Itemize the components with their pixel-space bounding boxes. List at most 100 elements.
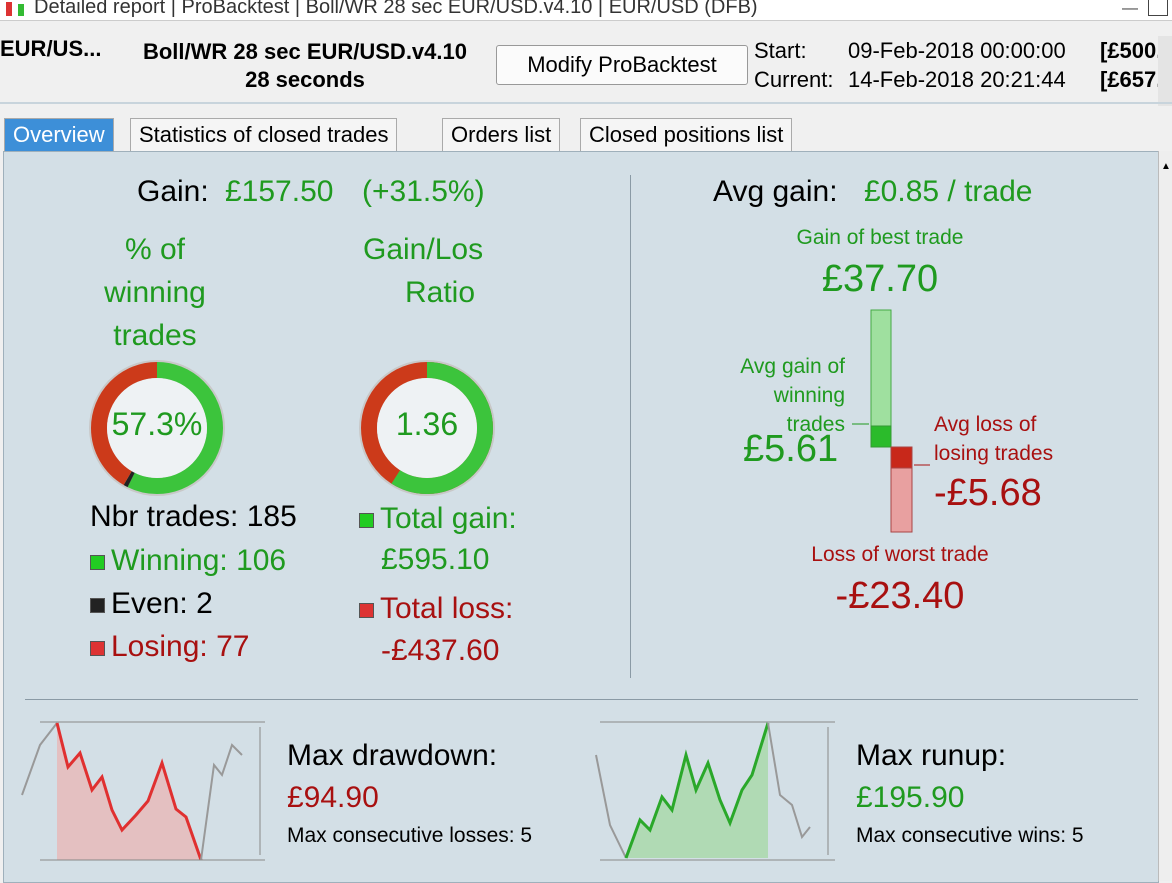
nbr-trades: Nbr trades: 185 [90, 500, 297, 534]
label-line: winning [773, 384, 845, 407]
timeframe: 28 seconds [245, 67, 365, 92]
modify-button[interactable]: Modify ProBacktest [496, 45, 748, 85]
start-capital: [£500. [1100, 38, 1163, 63]
legend-swatch [90, 640, 105, 656]
scrollbar[interactable]: ▲ [1158, 151, 1172, 881]
strategy-name: Boll/WR 28 sec EUR/USD.v4.10 [142, 39, 467, 64]
worst-value: -£23.40 [835, 575, 965, 617]
equity-line [21, 722, 58, 796]
value: 2 [196, 587, 213, 620]
title-line: Gain/Los [363, 233, 484, 266]
donut-center [377, 378, 477, 478]
trade-bars [852, 309, 930, 533]
drawdown-label: Max drawdown: [287, 739, 498, 772]
total-loss: -£437.60 [381, 634, 500, 667]
title-line: trades [113, 319, 197, 352]
minimize-button[interactable]: — [1122, 0, 1138, 17]
title-line: Ratio [405, 276, 476, 309]
equity-line [767, 722, 811, 840]
legend-swatch [359, 512, 374, 528]
tab[interactable]: Overview [4, 118, 114, 151]
winning-percent: 57.3% [111, 406, 203, 442]
donut-center [107, 378, 207, 478]
total-gain-label: Total gain: [359, 502, 517, 536]
drawdown-chart [21, 721, 265, 861]
avg-win-value: £5.61 [743, 428, 839, 470]
title-bar: Detailed report | ProBacktest | Boll/WR … [0, 0, 1172, 21]
strategy-info: Boll/WR 28 sec EUR/USD.v4.10 28 seconds [118, 38, 492, 94]
current-date: 14-Feb-2018 20:21:44 [848, 67, 1066, 92]
start-label: Start: [754, 38, 807, 63]
runup-chart [595, 721, 835, 861]
current-label: Current: [754, 67, 834, 92]
ratio-title: Gain/Los Ratio [363, 228, 483, 314]
legend-swatch [90, 554, 105, 570]
current-capital: [£657. [1100, 67, 1163, 92]
label: Total gain: [380, 502, 517, 535]
best-label: Gain of best trade [796, 226, 964, 249]
gain-value: £157.50 [225, 175, 334, 208]
gain-percent: (+31.5%) [362, 175, 485, 208]
legend-swatch [359, 602, 374, 618]
avg-label: Avg gain: [713, 175, 838, 208]
title-line: winning [104, 276, 206, 309]
separator [0, 102, 1172, 104]
window-title: Detailed report | ProBacktest | Boll/WR … [34, 0, 758, 18]
runup-value: £195.90 [856, 781, 965, 814]
avg-loss-label: Avg loss of losing trades [934, 410, 1053, 468]
winning-title: % of winning trades [60, 228, 250, 357]
header-scrollbar[interactable] [1158, 36, 1172, 106]
tab[interactable]: Statistics of closed trades [130, 118, 398, 151]
max-wins: Max consecutive wins: 5 [856, 824, 1084, 847]
label-line: trades [786, 413, 845, 436]
value: 77 [216, 630, 250, 663]
label: Losing: [111, 630, 208, 663]
gain-label: Gain: [137, 175, 209, 208]
label: Nbr trades: [90, 500, 239, 533]
overview-panel [3, 151, 1159, 883]
tab[interactable]: Orders list [442, 118, 561, 151]
total-gain: £595.10 [381, 543, 490, 576]
ratio-donut [359, 360, 495, 496]
maximize-button[interactable] [1148, 0, 1168, 16]
divider [25, 699, 1138, 700]
runup-label: Max runup: [856, 739, 1007, 772]
label-line: Avg loss of [934, 413, 1037, 436]
max-losses: Max consecutive losses: 5 [287, 824, 533, 847]
start-date: 09-Feb-2018 00:00:00 [848, 38, 1066, 63]
avg-loss-value: -£5.68 [934, 472, 1042, 514]
scroll-up[interactable]: ▲ [1161, 161, 1171, 172]
drawdown-line [55, 722, 203, 861]
value: 106 [236, 544, 287, 577]
value: 185 [246, 500, 297, 533]
avg-loss-bar [890, 446, 913, 469]
label: Total loss: [380, 592, 514, 625]
losing-arc [91, 362, 223, 494]
losing-count: Losing: 77 [90, 630, 249, 664]
equity-line [200, 743, 243, 861]
label: Winning: [111, 544, 228, 577]
worst-label: Loss of worst trade [811, 543, 989, 566]
drawdown-area [57, 723, 201, 860]
divider [630, 175, 631, 678]
instrument: EUR/US... [0, 36, 102, 61]
avg-gain-bar [870, 425, 892, 448]
title-line: % of [124, 233, 186, 266]
legend-swatch [90, 597, 105, 613]
best-value: £37.70 [821, 258, 939, 300]
avg-win-label: Avg gain of winning trades [700, 352, 845, 439]
app-icon [6, 2, 24, 16]
label: Even: [111, 587, 188, 620]
even-count: Even: 2 [90, 587, 213, 621]
label-line: Avg gain of [740, 355, 845, 378]
runup-line [624, 722, 770, 859]
avg-value: £0.85 / trade [864, 175, 1033, 208]
tab[interactable]: Closed positions list [580, 118, 793, 151]
ratio-value: 1.36 [395, 406, 459, 442]
equity-line [595, 754, 627, 859]
winning-count: Winning: 106 [90, 544, 286, 578]
drawdown-value: £94.90 [287, 781, 379, 814]
label-line: losing trades [934, 442, 1054, 465]
gain-arc [361, 362, 493, 494]
